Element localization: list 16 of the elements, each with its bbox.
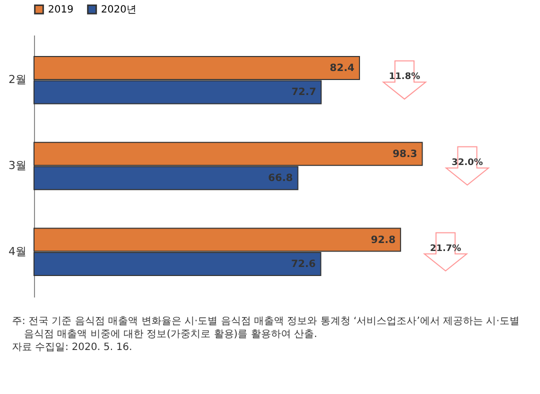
y-tick-label: 4월 (8, 244, 26, 258)
text: 21.7% (430, 244, 462, 254)
legend-label: 2019 (48, 4, 74, 16)
text: 주: 전국 기준 음식점 매출액 변화율은 시·도별 음식점 매출액 정보와 통계청 ‘서비스업조사’에서 제공하는 시·도별 음식점 매출액 비중에 대한 정보(가중치로 활용)를 활용하여 산출. (12, 315, 520, 341)
data-label: 72.7 (291, 87, 316, 98)
data-label: 92.8 (370, 234, 396, 246)
data-label: 72.6 (291, 259, 316, 270)
y-tick-label: 2월 (8, 73, 26, 86)
annotation: 11.8% (388, 72, 420, 82)
data-label: 66.8 (268, 173, 293, 184)
text: 자료 수집일: 2020. 5. 16. (12, 341, 134, 354)
data-label: 98.3 (392, 148, 418, 160)
y-tick-label: 3월 (8, 159, 26, 172)
text: 32.0% (452, 158, 483, 168)
legend-label: 2020년 (101, 4, 136, 16)
data-label: 82.4 (330, 62, 355, 74)
